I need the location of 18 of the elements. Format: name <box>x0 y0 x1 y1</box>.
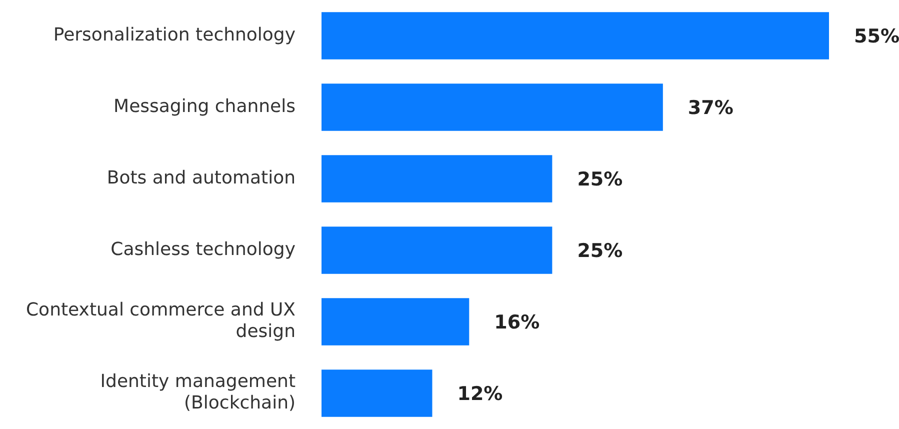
data-label: 55% <box>854 26 899 48</box>
data-label: 37% <box>688 97 734 120</box>
bar <box>322 84 663 131</box>
y-tick-label: Identity management (Blockchain) <box>100 371 296 414</box>
data-label: 25% <box>577 168 623 191</box>
bar <box>322 12 829 60</box>
bar <box>322 226 552 274</box>
bar <box>322 155 552 202</box>
y-tick-label: Personalization technology <box>53 24 296 46</box>
data-label: 25% <box>577 240 623 262</box>
data-label: 12% <box>457 383 503 406</box>
bar <box>322 298 470 346</box>
y-tick-label: Contextual commerce and UX design <box>26 300 296 342</box>
y-tick-label: Messaging channels <box>114 96 296 117</box>
bar <box>322 370 432 417</box>
y-tick-label: Cashless technology <box>110 238 296 260</box>
y-tick-label: Bots and automation <box>106 167 296 188</box>
data-label: 16% <box>494 312 540 334</box>
